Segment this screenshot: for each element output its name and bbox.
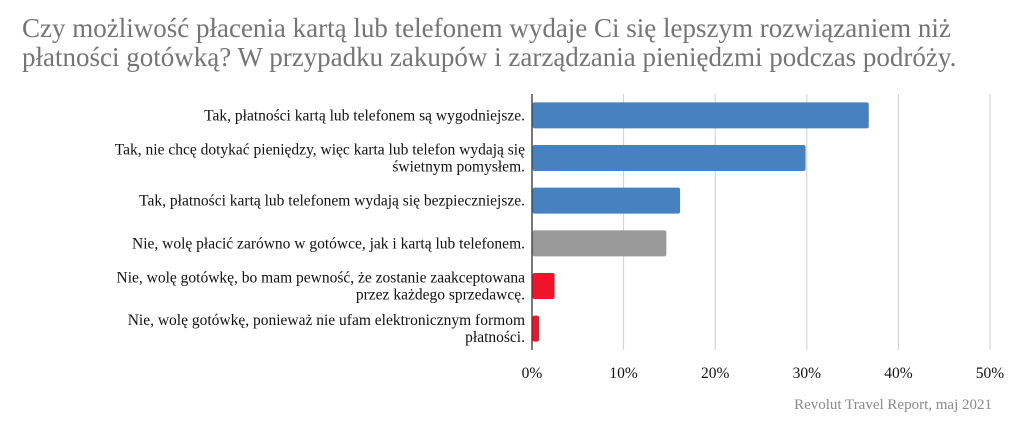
x-tick-label: 50% <box>976 365 1005 382</box>
bar <box>532 187 681 214</box>
category-label-line: przez każdego sprzedawcę. <box>356 287 525 304</box>
category-labels: Tak, płatności kartą lub telefonem są wy… <box>115 107 525 346</box>
category-label-line: płatności. <box>465 329 525 346</box>
category-label-line: Nie, wolę płacić zarówno w gotówce, jak … <box>132 235 525 252</box>
category-label: Tak, płatności kartą lub telefonem są wy… <box>204 107 525 124</box>
category-label: Tak, płatności kartą lub telefonem wydaj… <box>139 193 525 210</box>
category-label-line: Nie, wolę gotówkę, bo mam pewność, że zo… <box>117 270 526 287</box>
chart-title: Czy możliwość płacenia kartą lub telefon… <box>22 13 957 72</box>
category-label: Nie, wolę gotówkę, bo mam pewność, że zo… <box>117 270 526 304</box>
category-label-line: Nie, wolę gotówkę, ponieważ nie ufam ele… <box>128 312 525 329</box>
bar <box>532 102 869 129</box>
bar <box>532 230 667 257</box>
x-tick-label: 40% <box>884 365 913 382</box>
category-label: Nie, wolę gotówkę, ponieważ nie ufam ele… <box>128 312 525 346</box>
bars <box>532 102 869 342</box>
category-label-line: Tak, płatności kartą lub telefonem wydaj… <box>139 193 525 210</box>
bar <box>532 145 806 171</box>
category-label-line: Tak, nie chcę dotykać pieniędzy, więc ka… <box>115 142 525 159</box>
category-label-line: świetnym pomysłem. <box>392 159 525 176</box>
bar <box>532 273 555 299</box>
x-tick-label: 10% <box>609 365 638 382</box>
x-tick-labels: 0% 10% 20% 30% 40% 50% <box>522 365 1005 382</box>
grid-lines <box>623 94 991 350</box>
x-tick-label: 20% <box>701 365 730 382</box>
category-label-line: Tak, płatności kartą lub telefonem są wy… <box>204 107 525 124</box>
x-tick-label: 30% <box>793 365 822 382</box>
bar <box>532 315 540 342</box>
category-label: Nie, wolę płacić zarówno w gotówce, jak … <box>132 235 525 252</box>
source-note: Revolut Travel Report, maj 2021 <box>794 397 992 413</box>
category-label: Tak, nie chcę dotykać pieniędzy, więc ka… <box>115 142 525 176</box>
x-tick-label: 0% <box>522 365 543 382</box>
